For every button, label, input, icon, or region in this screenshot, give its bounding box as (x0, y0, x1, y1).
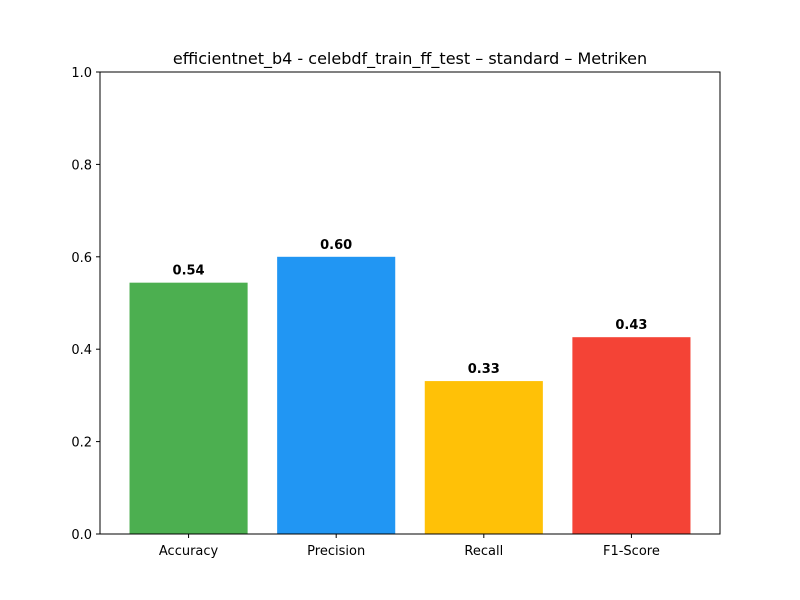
y-tick-label: 0.4 (71, 343, 92, 358)
y-axis: 0.0 0.2 0.4 0.6 0.8 1.0 (71, 66, 100, 543)
x-tick-label: F1-Score (603, 544, 660, 559)
value-label: 0.33 (468, 362, 500, 377)
chart-title: efficientnet_b4 - celebdf_train_ff_test … (173, 49, 647, 69)
x-tick-label: Recall (464, 544, 503, 559)
value-label: 0.43 (615, 318, 647, 333)
plot-frame (99, 71, 721, 535)
bar-accuracy (129, 282, 248, 534)
value-label: 0.60 (320, 238, 352, 253)
bar-f1-score (572, 337, 691, 534)
bars-layer (129, 256, 691, 534)
y-tick-label: 0.2 (71, 436, 92, 451)
value-label: 0.54 (173, 264, 205, 279)
bar-recall (424, 381, 543, 534)
value-labels-layer: 0.54 0.60 0.33 0.43 (173, 238, 648, 377)
bar-precision (277, 256, 396, 534)
x-axis: Accuracy Precision Recall F1-Score (159, 534, 660, 559)
y-tick-label: 0.6 (71, 251, 92, 266)
y-tick-label: 0.8 (71, 158, 92, 173)
x-tick-label: Precision (307, 544, 365, 559)
y-tick-label: 1.0 (71, 66, 92, 81)
x-tick-label: Accuracy (159, 544, 219, 559)
y-tick-label: 0.0 (71, 528, 92, 543)
